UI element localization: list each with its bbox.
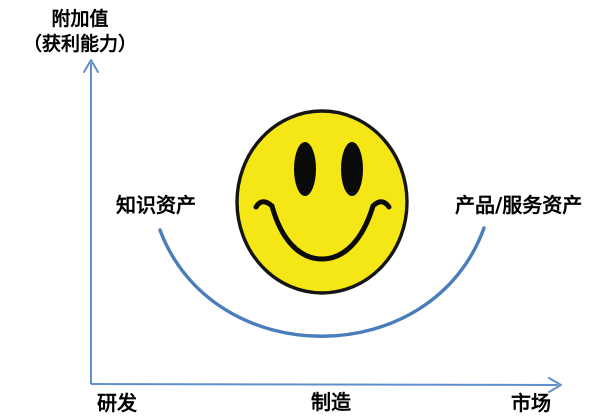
x-axis [90, 377, 562, 393]
smiley-right-eye [341, 142, 363, 196]
y-axis-title-line1: 附加值 [51, 8, 109, 30]
y-axis-title-line2: （获利能力） [22, 33, 137, 55]
smiley-left-eye [294, 142, 316, 196]
smile-curve [158, 226, 486, 338]
x-axis-label-rd: 研发 [97, 391, 137, 415]
product-service-assets-label: 产品/服务资产 [455, 193, 583, 217]
x-axis-line [90, 383, 559, 386]
smiley-mouth [253, 199, 392, 262]
knowledge-assets-label: 知识资产 [116, 193, 196, 217]
y-axis-arrowhead-icon [83, 59, 99, 73]
x-axis-arrowhead-icon [548, 377, 562, 393]
x-axis-label-market: 市场 [511, 391, 551, 415]
y-axis-title: 附加值 （获利能力） [4, 7, 156, 57]
y-axis [83, 59, 99, 384]
smiley-face-icon [235, 109, 409, 295]
x-axis-label-manufacturing: 制造 [311, 390, 351, 414]
smiley-head [235, 109, 409, 295]
